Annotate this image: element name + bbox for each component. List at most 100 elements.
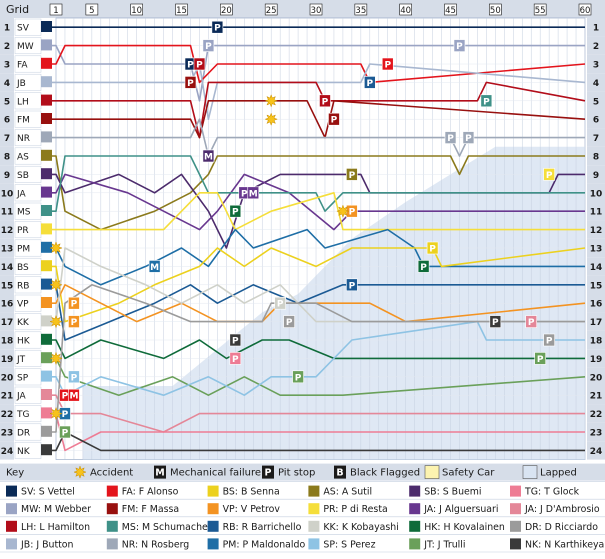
pit-stop-marker-label: P [384, 61, 391, 71]
grid-driver-label: PM [17, 245, 30, 255]
position-cell [0, 165, 14, 184]
key-color-swatch [409, 503, 421, 515]
lap-tick-box [444, 3, 457, 16]
position-cell-right [587, 146, 605, 166]
position-cell-right [587, 330, 605, 350]
position-cell-right [587, 110, 605, 129]
pit-stop-marker-box [292, 370, 304, 384]
series-line [52, 63, 586, 120]
position-label-left: 17 [1, 318, 14, 328]
key-entry-label: TG: T Glock [524, 487, 580, 498]
position-cell [0, 54, 14, 74]
position-cell-right [587, 367, 605, 386]
grid-color-swatch [41, 223, 52, 235]
position-label-right: 24 [590, 447, 603, 457]
pit-stop-marker-label: P [205, 42, 212, 52]
pit-stop-marker-label: P [241, 189, 248, 199]
key-entry-label: BS: B Senna [223, 487, 280, 498]
legend-pit-mark: P [265, 468, 272, 479]
pit-stop-marker-label: P [349, 281, 356, 291]
lap-tick-label: 50 [490, 6, 501, 16]
pit-stop-marker-label: P [546, 171, 553, 181]
lap-tick-box [130, 3, 143, 16]
position-cell [0, 367, 14, 386]
pit-stop-marker-box [346, 278, 358, 292]
position-cell-right [587, 36, 605, 55]
accident-marker [49, 314, 63, 329]
mech-failure-marker-box [247, 186, 260, 200]
accident-marker [49, 241, 63, 255]
grid-color-swatch [41, 297, 52, 308]
legend-label: Mechanical failure [170, 468, 261, 479]
position-label-right: 17 [590, 318, 603, 328]
grid-driver-label: FA [17, 61, 28, 71]
position-cell [0, 441, 14, 460]
position-cell [0, 220, 14, 239]
pit-stop-marker-label: P [187, 79, 194, 89]
grid-color-swatch [41, 76, 52, 88]
position-cell [0, 257, 14, 276]
pit-stop-marker-label: P [232, 355, 239, 365]
pit-stop-marker-box [453, 39, 466, 52]
pit-stop-marker-label: P [62, 429, 69, 439]
pit-stop-marker-label: P [232, 208, 239, 218]
position-cell-right [587, 54, 605, 74]
grid-header: Grid [6, 3, 29, 16]
lap-tick-label: 55 [535, 6, 546, 16]
key-color-swatch [207, 503, 219, 515]
position-label-right: 20 [590, 373, 603, 383]
pit-stop-marker-label: P [465, 134, 472, 144]
key-entry-label: JB: J Button [20, 539, 74, 550]
position-label-right: 4 [593, 79, 599, 89]
grid-driver-label: SP [17, 373, 29, 383]
key-entry-label: FA: F Alonso [122, 487, 179, 498]
mech-failure-marker-box [148, 260, 161, 273]
legend-pit-icon [262, 465, 274, 479]
position-cell-right [587, 257, 605, 276]
lap-tick-box [85, 3, 99, 16]
pit-stop-marker-label: P [349, 208, 356, 218]
grid-driver-label: MS [17, 208, 31, 218]
key-color-swatch [106, 520, 118, 532]
position-label-right: 15 [590, 281, 603, 291]
grid-color-swatch [41, 370, 52, 382]
grid-driver-label: JA [16, 392, 26, 402]
mech-failure-marker-label: M [249, 189, 258, 199]
pit-stop-marker-label: P [187, 61, 194, 71]
pit-stop-marker-label: P [62, 410, 69, 420]
pit-stop-marker-box [480, 94, 493, 108]
grid-driver-label: SV [17, 24, 30, 34]
pit-stop-marker-box [193, 57, 206, 71]
key-entry-label: NK: N Karthikeyan [525, 539, 605, 550]
series-line [52, 118, 585, 157]
grid-color-swatch [41, 21, 52, 32]
pit-stop-marker-label: P [528, 318, 535, 328]
position-label-left: 9 [4, 171, 10, 181]
position-cell-right [587, 91, 605, 110]
position-label-left: 1 [4, 24, 10, 34]
lap-tick-label: 15 [176, 6, 187, 16]
legend-label: Pit stop [278, 468, 315, 479]
key-entry-label: FM: F Massa [122, 504, 179, 515]
grid-driver-label: DR [17, 429, 30, 439]
key-color-swatch [308, 485, 320, 497]
key-entry-label: SB: S Buemi [424, 487, 481, 498]
pit-stop-marker-box [364, 76, 376, 89]
lap-tick-label: 30 [311, 6, 322, 16]
lap-tick-box [220, 3, 233, 16]
position-label-right: 11 [590, 208, 603, 218]
lap-tick-box [533, 3, 547, 16]
key-header: Key [6, 468, 24, 479]
pit-stop-marker-label: P [429, 245, 436, 255]
series-line [52, 155, 585, 212]
position-cell-right [587, 18, 605, 37]
pit-stop-marker-label: P [71, 373, 78, 383]
legend-black-mark: B [336, 468, 343, 479]
series-line [52, 192, 585, 231]
position-cell [0, 18, 14, 37]
pit-stop-marker-box [283, 315, 295, 328]
key-entry-label: RB: R Barrichello [223, 522, 302, 533]
series-line [52, 247, 585, 323]
key-color-swatch [106, 485, 118, 497]
key-color-swatch [6, 520, 17, 532]
